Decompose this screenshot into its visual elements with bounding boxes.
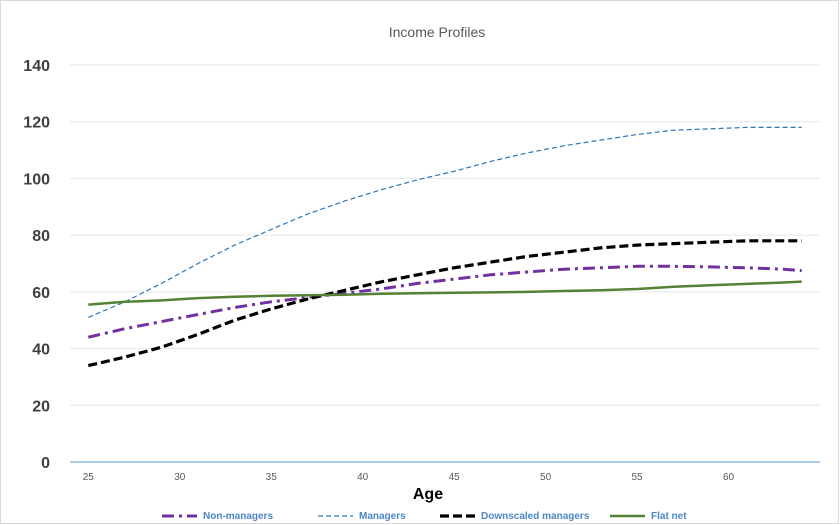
x-axis-ticks: 25 30 35 40 45 50 55 60 [83, 472, 735, 483]
series-line-non-managers [87, 264, 802, 339]
y-tick-label: 120 [23, 115, 50, 132]
chart-title: Income Profiles [389, 24, 485, 40]
series-line-downscaled-managers [87, 239, 802, 368]
x-tick-label: 40 [357, 472, 369, 483]
y-tick-label: 60 [32, 285, 50, 302]
y-tick-label: 140 [23, 58, 50, 75]
legend-label: Downscaled managers [481, 511, 590, 522]
x-tick-label: 50 [540, 472, 552, 483]
x-tick-label: 30 [174, 472, 186, 483]
series-lines [87, 126, 802, 368]
series-line-flat-net [88, 280, 802, 306]
y-tick-label: 100 [23, 171, 50, 188]
x-tick-label: 60 [723, 472, 735, 483]
legend-label: Flat net [651, 511, 687, 522]
y-tick-label: 40 [32, 342, 50, 359]
legend-label: Managers [359, 511, 406, 522]
legend: Non-managers Managers Downscaled managers F… [162, 511, 687, 522]
x-tick-label: 35 [266, 472, 278, 483]
y-axis-ticks: 0 20 40 60 80 100 120 140 [23, 58, 50, 472]
x-axis-label: Age [413, 486, 443, 503]
x-tick-label: 55 [632, 472, 644, 483]
y-tick-label: 80 [32, 228, 50, 245]
legend-label: Non-managers [203, 511, 273, 522]
y-tick-label: 20 [32, 398, 50, 415]
series-line-managers [88, 126, 802, 318]
y-tick-label: 0 [41, 455, 50, 472]
x-tick-label: 45 [449, 472, 461, 483]
x-tick-label: 25 [83, 472, 95, 483]
gridlines [70, 64, 820, 406]
